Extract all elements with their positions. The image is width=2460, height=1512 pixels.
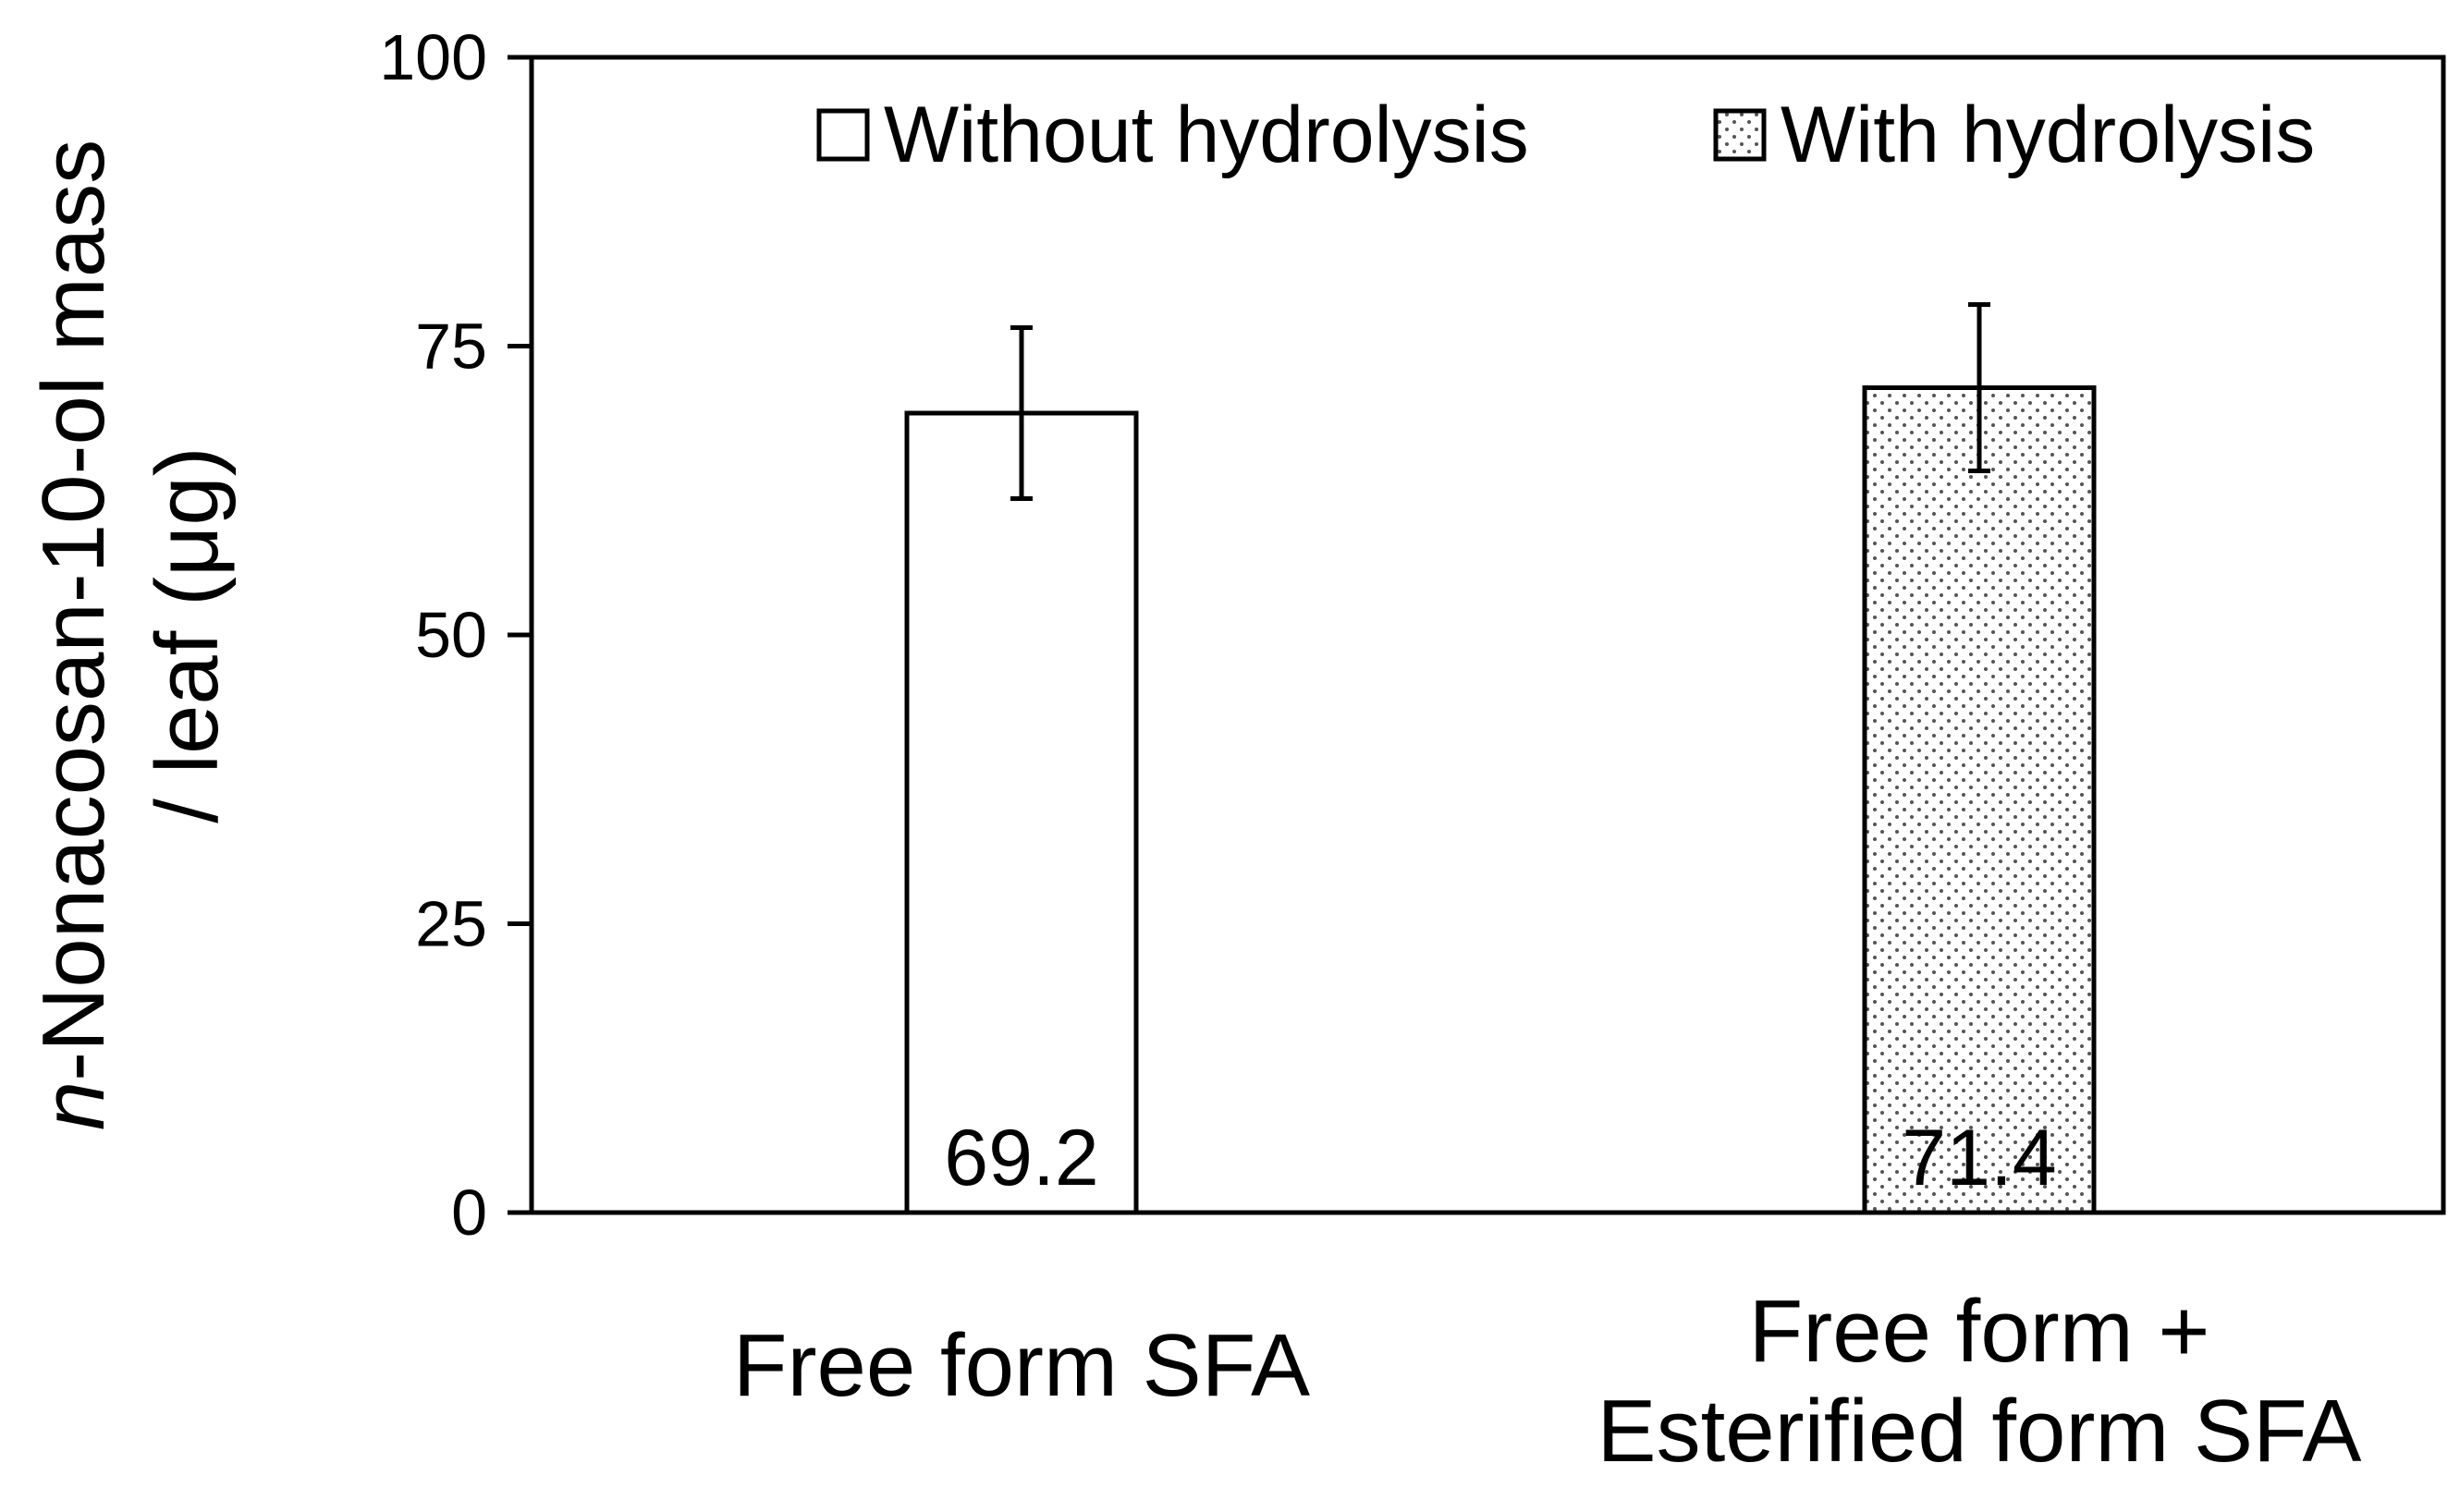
legend-label: Without hydrolysis [884,91,1529,179]
error-bar [1968,302,1990,473]
legend-swatch [816,108,870,162]
data-label: 69.2 [944,1114,1098,1202]
legend-swatch [1713,108,1767,162]
legend-item: Without hydrolysis [816,91,1529,179]
y-axis-title-italic: n [24,1081,123,1130]
y-axis: 0 25 50 75 100 [379,21,532,1249]
error-bar [1010,325,1033,501]
category-label: Free form + [1749,1282,2210,1381]
y-tick-label: 0 [451,1177,487,1249]
legend-item: With hydrolysis [1713,91,2315,179]
category-label: Free form SFA [733,1316,1310,1415]
category-label: Esterified form SFA [1597,1382,2362,1481]
legend: Without hydrolysis With hydrolysis [816,91,2315,179]
bar [904,410,1139,1215]
y-axis-title: n-Nonacosan-10-ol mass / leaf (μg) [24,140,237,1131]
data-label: 71.4 [1902,1114,2056,1202]
y-tick-label: 100 [379,21,487,93]
y-tick-label: 75 [415,311,487,383]
y-axis-title-main: -Nonacosan-10-ol mass [24,140,123,1081]
plot-area-frame [529,55,2446,1215]
y-axis-title-line2: / leaf (μg) [138,446,237,823]
y-tick-label: 25 [415,888,487,960]
legend-label: With hydrolysis [1781,91,2315,179]
bar [1862,385,2097,1215]
category-labels: Free form SFA Free form +Esterified form … [733,1282,2362,1481]
bars-group: 69.2 71.4 [904,302,2097,1215]
y-tick-label: 50 [415,599,487,671]
y-axis-title-line1: n-Nonacosan-10-ol mass [24,140,123,1131]
